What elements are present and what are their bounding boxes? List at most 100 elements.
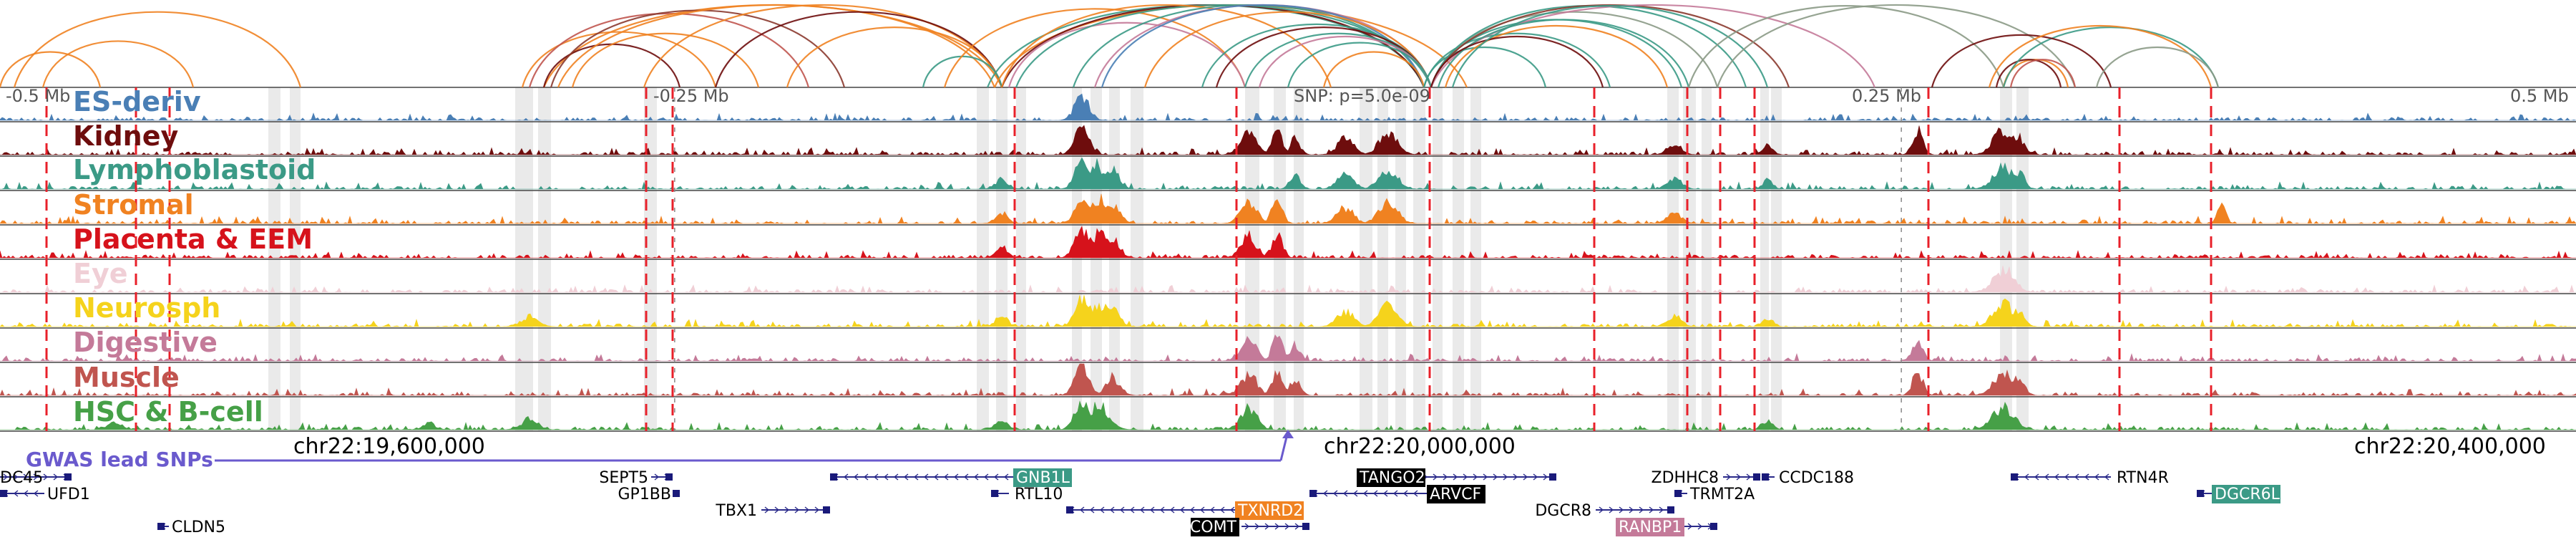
gene-sept5[interactable]: SEPT5	[599, 469, 673, 487]
gene-zdhhc8[interactable]: ZDHHC8	[1652, 469, 1760, 487]
scale-label-plus-0-5: 0.5 Mb	[2510, 86, 2569, 106]
gene-rtn4r[interactable]: RTN4R	[2011, 469, 2169, 487]
strand-chevron	[1244, 523, 1250, 530]
coordinate-label-20400000: chr22:20,400,000	[2354, 434, 2546, 459]
track-label-digestive: Digestive	[73, 327, 218, 358]
strand-chevron	[1129, 506, 1135, 514]
strand-chevron	[1463, 473, 1468, 481]
strand-chevron	[1179, 506, 1185, 514]
loop-arc	[1322, 51, 1425, 88]
gene-cldn5[interactable]: CLDN5	[157, 519, 225, 536]
gene-ufd1[interactable]: UFD1	[0, 486, 90, 503]
gene-label-badge	[2212, 485, 2280, 503]
loop-arc	[1995, 59, 2062, 88]
strand-chevron	[963, 473, 969, 481]
strand-chevron	[1443, 473, 1448, 481]
strand-chevron	[1523, 473, 1528, 481]
strand-chevron	[1687, 523, 1693, 530]
strand-chevron	[883, 473, 889, 481]
strand-chevron	[1352, 490, 1358, 497]
exon-block	[1762, 473, 1769, 481]
track-label-lymphoblastoid: Lymphoblastoid	[73, 154, 316, 185]
strand-chevron	[1629, 506, 1634, 514]
loop-arc	[13, 11, 302, 88]
track-label-kidney: Kidney	[73, 120, 178, 152]
strand-chevron	[2054, 473, 2059, 481]
strand-chevron	[1659, 506, 1664, 514]
loop-arc	[714, 11, 1003, 88]
loop-arc	[643, 4, 1003, 88]
loop-arc	[2095, 46, 2220, 88]
exon-block	[991, 490, 998, 497]
gene-tbx1[interactable]: TBX1	[715, 502, 830, 520]
strand-chevron	[1139, 506, 1145, 514]
gene-txnrd2[interactable]: TXNRD2	[1066, 501, 1304, 520]
loop-arc	[1430, 11, 1719, 88]
loop-arc	[1143, 11, 1433, 88]
scale-label-minus-0-25: -0.25 Mb	[653, 86, 729, 106]
loop-arc	[0, 51, 102, 88]
gene-dgcr8[interactable]: DGCR8	[1535, 502, 1674, 520]
strand-chevron	[1342, 490, 1348, 497]
exon-block	[1753, 473, 1760, 481]
gene-dgcr6l[interactable]: DGCR6L	[2197, 485, 2280, 503]
gene-tango2[interactable]: TANGO2	[1357, 468, 1556, 487]
coordinate-label-19600000: chr22:19,600,000	[293, 434, 485, 459]
track-label-stromal: Stromal	[73, 189, 194, 221]
strand-chevron	[3, 473, 9, 481]
strand-chevron	[1639, 506, 1644, 514]
gene-rtl10[interactable]: RTL10	[991, 486, 1063, 503]
loop-arc	[1000, 4, 1332, 88]
signal-path	[0, 157, 2576, 190]
strand-chevron	[1274, 523, 1280, 530]
strand-chevron	[1453, 473, 1458, 481]
loop-arc	[1423, 32, 1611, 88]
exon-block	[1710, 523, 1717, 530]
track-borders	[0, 87, 2576, 432]
exon-block	[64, 473, 72, 481]
strand-chevron	[1169, 506, 1175, 514]
strand-chevron	[1322, 490, 1328, 497]
loop-arc	[1287, 42, 1433, 88]
strand-chevron	[804, 506, 810, 514]
gene-arvcf[interactable]: ARVCF	[1309, 485, 1485, 503]
strand-chevron	[1649, 506, 1654, 514]
gene-gp1bb[interactable]: GP1BB	[618, 486, 680, 503]
strand-chevron	[1159, 506, 1165, 514]
gene-comt[interactable]: COMT	[1190, 518, 1309, 536]
gene-label: UFD1	[47, 486, 90, 503]
gene-dc45[interactable]: DC45	[0, 469, 72, 487]
loop-arc	[571, 32, 760, 88]
exon-block	[1066, 506, 1073, 514]
strand-chevron	[1746, 473, 1752, 481]
snp-pvalue-label: SNP: p=5.0e-09	[1294, 86, 1430, 106]
gwas-snp-marker[interactable]	[1282, 430, 1294, 438]
exon-block	[1549, 473, 1556, 481]
gene-ccdc188[interactable]: CCDC188	[1762, 469, 1854, 487]
loop-arc	[1430, 4, 1790, 88]
loop-arc	[1008, 21, 1246, 88]
strand-chevron	[1533, 473, 1538, 481]
loop-arc	[1931, 34, 2112, 88]
gene-label: GNB1L	[1016, 469, 1070, 487]
strand-chevron	[2074, 473, 2079, 481]
strand-chevron	[1473, 473, 1478, 481]
strand-chevron	[1619, 506, 1624, 514]
signal-path	[0, 400, 2576, 430]
strand-chevron	[2104, 473, 2109, 481]
gene-ranbp1[interactable]: RANBP1	[1616, 518, 1717, 536]
strand-chevron	[784, 506, 790, 514]
strand-chevron	[2034, 473, 2039, 481]
gene-gnb1l[interactable]: GNB1L	[830, 468, 1072, 487]
gene-trmt2a[interactable]: TRMT2A	[1674, 486, 1755, 503]
strand-chevron	[23, 473, 29, 481]
signal-path	[0, 125, 2576, 155]
strand-chevron	[654, 473, 660, 481]
strand-chevron	[1483, 473, 1488, 481]
strand-chevron	[1372, 490, 1378, 497]
loop-arc	[1687, 5, 2005, 88]
strand-chevron	[1726, 473, 1732, 481]
exon-block	[1309, 490, 1317, 497]
